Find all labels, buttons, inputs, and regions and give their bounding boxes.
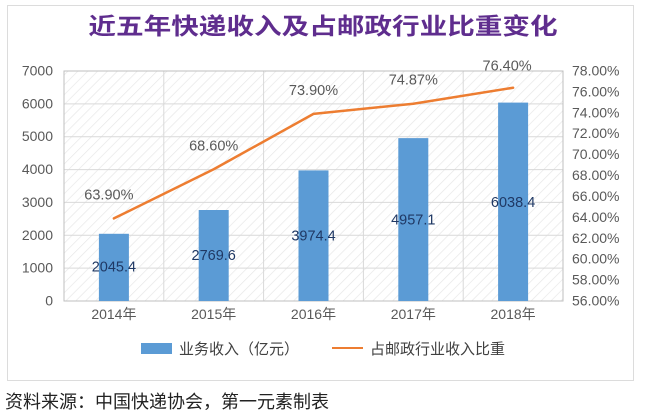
svg-text:60.00%: 60.00% <box>572 251 619 267</box>
svg-text:2014年: 2014年 <box>91 306 136 322</box>
svg-text:74.00%: 74.00% <box>572 104 619 120</box>
svg-text:6038.4: 6038.4 <box>491 195 535 211</box>
svg-text:66.00%: 66.00% <box>572 188 619 204</box>
svg-text:2017年: 2017年 <box>391 306 436 322</box>
svg-text:2769.6: 2769.6 <box>192 248 236 264</box>
svg-text:70.00%: 70.00% <box>572 146 619 162</box>
svg-text:58.00%: 58.00% <box>572 272 619 288</box>
svg-text:2000: 2000 <box>22 227 53 243</box>
svg-text:72.00%: 72.00% <box>572 125 619 141</box>
svg-text:76.40%: 76.40% <box>483 59 532 75</box>
svg-text:2015年: 2015年 <box>191 306 236 322</box>
svg-text:1000: 1000 <box>22 260 53 276</box>
svg-text:62.00%: 62.00% <box>572 230 619 246</box>
svg-text:7000: 7000 <box>22 63 53 79</box>
svg-text:74.87%: 74.87% <box>389 73 438 89</box>
svg-text:78.00%: 78.00% <box>572 63 619 79</box>
svg-text:5000: 5000 <box>22 128 53 144</box>
svg-text:0: 0 <box>45 293 53 309</box>
svg-text:63.90%: 63.90% <box>84 187 133 203</box>
svg-text:2045.4: 2045.4 <box>92 260 136 276</box>
svg-text:4000: 4000 <box>22 161 53 177</box>
svg-text:73.90%: 73.90% <box>289 83 338 99</box>
svg-text:64.00%: 64.00% <box>572 209 619 225</box>
svg-text:68.60%: 68.60% <box>189 138 238 154</box>
svg-text:3974.4: 3974.4 <box>291 228 335 244</box>
svg-text:2016年: 2016年 <box>291 306 336 322</box>
svg-text:3000: 3000 <box>22 194 53 210</box>
svg-text:68.00%: 68.00% <box>572 167 619 183</box>
svg-text:2018年: 2018年 <box>491 306 536 322</box>
svg-text:76.00%: 76.00% <box>572 83 619 99</box>
svg-text:4957.1: 4957.1 <box>391 212 435 228</box>
svg-text:6000: 6000 <box>22 95 53 111</box>
svg-text:56.00%: 56.00% <box>572 293 619 309</box>
